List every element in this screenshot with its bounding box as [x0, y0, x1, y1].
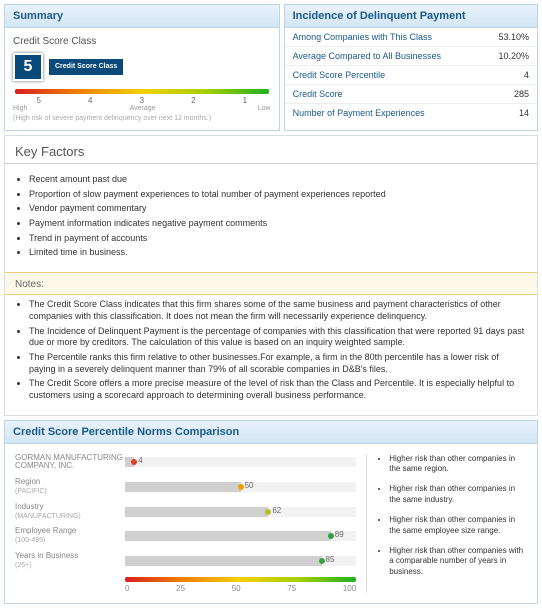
credit-score-label: Credit Score Class: [49, 59, 123, 75]
incidence-key: Credit Score Percentile: [293, 70, 386, 80]
chart-value-label: 62: [272, 506, 281, 515]
comparison-note-item: Higher risk than other companies in the …: [389, 515, 527, 536]
comparison-note-item: Higher risk than other companies in the …: [389, 454, 527, 475]
key-factors-list: Recent amount past due Proportion of slow…: [5, 170, 537, 272]
incidence-table: Among Companies with This Class 53.10% Ave…: [285, 28, 537, 122]
chart-bar-fill: [125, 507, 268, 517]
chart-value-label: 89: [335, 530, 344, 539]
chart-row-label: Years in Business(26+): [15, 552, 125, 570]
comparison-note-item: Higher risk than other companies in the …: [389, 484, 527, 505]
chart-bar-track: 89: [125, 531, 356, 541]
comparison-note-item: Higher risk than other companies with a …: [389, 546, 527, 577]
summary-header: Summary: [5, 5, 279, 28]
summary-panel: Summary Credit Score Class 5 Credit Scor…: [4, 4, 280, 131]
incidence-value: 53.10%: [498, 32, 529, 42]
percentile-chart: GORMAN MANUFACTURING COMPANY, INC. 4 Regio…: [15, 454, 356, 593]
summary-footnote: (High risk of severe payment delinquency…: [13, 115, 271, 122]
chart-bar-fill: [125, 482, 241, 492]
chart-row-label: Industry(MANUFACTURING): [15, 503, 125, 521]
chart-row: Industry(MANUFACTURING) 62: [15, 503, 356, 521]
incidence-panel: Incidence of Delinquent Payment Among Co…: [284, 4, 538, 131]
chart-dot: [238, 484, 244, 490]
incidence-key: Average Compared to All Businesses: [293, 51, 441, 61]
incidence-row: Credit Score 285: [285, 85, 537, 104]
factor-item: Proportion of slow payment experiences t…: [29, 189, 527, 201]
chart-bar-track: 85: [125, 556, 356, 566]
chart-bar-track: 4: [125, 457, 356, 467]
incidence-key: Among Companies with This Class: [293, 32, 432, 42]
incidence-row: Average Compared to All Businesses 10.20%: [285, 47, 537, 66]
note-item: The Credit Score Class indicates that th…: [29, 299, 527, 322]
incidence-key: Credit Score: [293, 89, 343, 99]
credit-score-class-title: Credit Score Class: [13, 36, 271, 47]
incidence-value: 285: [514, 89, 529, 99]
incidence-value: 14: [519, 108, 529, 118]
chart-dot: [265, 509, 271, 515]
chart-dot: [319, 558, 325, 564]
chart-row: Employee Range(100-499) 89: [15, 527, 356, 545]
chart-value-label: 4: [138, 456, 142, 465]
credit-score-value: 5: [13, 53, 43, 81]
axis-ticks: 0 25 50 75 100: [125, 584, 356, 593]
notes-header: Notes:: [5, 272, 537, 295]
chart-row: Region(PACIFIC) 50: [15, 478, 356, 496]
chart-row-label: Region(PACIFIC): [15, 478, 125, 496]
chart-bar-track: 50: [125, 482, 356, 492]
incidence-value: 10.20%: [498, 51, 529, 61]
chart-row-label: Employee Range(100-499): [15, 527, 125, 545]
comparison-notes: Higher risk than other companies in the …: [366, 454, 527, 593]
comparison-header: Credit Score Percentile Norms Comparison: [5, 421, 537, 444]
note-item: The Credit Score offers a more precise m…: [29, 378, 527, 401]
chart-bar-track: 62: [125, 507, 356, 517]
comparison-panel: Credit Score Percentile Norms Comparison…: [4, 420, 538, 604]
incidence-key: Number of Payment Experiences: [293, 108, 425, 118]
chart-row: Years in Business(26+) 85: [15, 552, 356, 570]
note-item: The Percentile ranks this firm relative …: [29, 352, 527, 375]
chart-row: GORMAN MANUFACTURING COMPANY, INC. 4: [15, 454, 356, 472]
axis-gradient-bar: [125, 577, 356, 582]
chart-dot: [131, 459, 137, 465]
factor-item: Trend in payment of accounts: [29, 233, 527, 245]
notes-list: The Credit Score Class indicates that th…: [5, 295, 537, 415]
key-factors-panel: Key Factors Recent amount past due Propor…: [4, 135, 538, 416]
incidence-value: 4: [524, 70, 529, 80]
factor-item: Recent amount past due: [29, 174, 527, 186]
factor-item: Vendor payment commentary: [29, 203, 527, 215]
incidence-row: Number of Payment Experiences 14: [285, 104, 537, 122]
chart-row-label: GORMAN MANUFACTURING COMPANY, INC.: [15, 454, 125, 472]
note-item: The Incidence of Delinquent Payment is t…: [29, 326, 527, 349]
chart-dot: [328, 533, 334, 539]
risk-tick-labels: High Average Low: [13, 105, 271, 112]
chart-value-label: 85: [326, 555, 335, 564]
chart-bar-fill: [125, 531, 331, 541]
factor-item: Payment information indicates negative p…: [29, 218, 527, 230]
factor-item: Limited time in business.: [29, 247, 527, 259]
incidence-header: Incidence of Delinquent Payment: [285, 5, 537, 28]
chart-bar-fill: [125, 556, 322, 566]
incidence-row: Among Companies with This Class 53.10%: [285, 28, 537, 47]
chart-value-label: 50: [245, 481, 254, 490]
risk-ticks: 5 4 3 2 1: [13, 94, 271, 105]
incidence-row: Credit Score Percentile 4: [285, 66, 537, 85]
key-factors-header: Key Factors: [5, 136, 537, 164]
